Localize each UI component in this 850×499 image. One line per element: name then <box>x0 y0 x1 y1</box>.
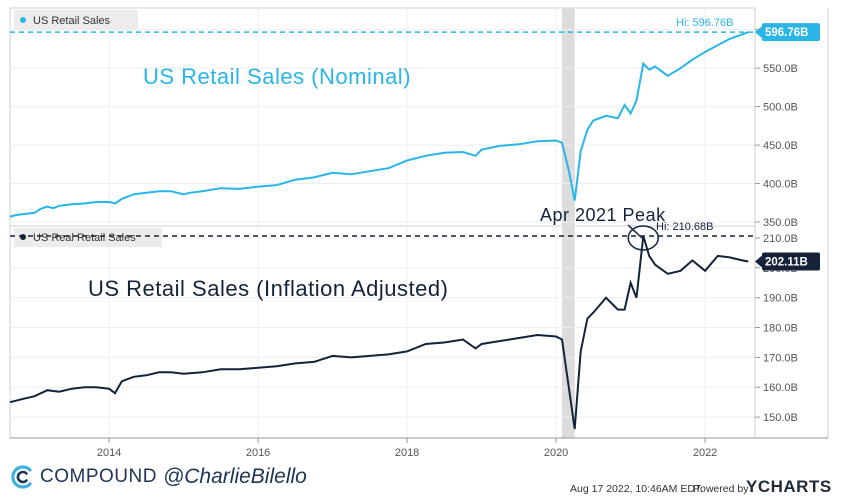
top-legend: US Retail Sales <box>14 10 138 30</box>
powered-by-label: Powered by <box>693 483 749 495</box>
x-tick-label: 2014 <box>97 447 121 459</box>
y-tick-label: 210.0B <box>763 233 798 245</box>
timestamp: Aug 17 2022, 10:46AM EDT. <box>570 483 704 495</box>
legend-label-nominal: US Retail Sales <box>33 15 111 27</box>
x-tick-label: 2018 <box>395 447 419 459</box>
x-tick-label: 2016 <box>246 447 270 459</box>
compound-logo-icon <box>11 465 32 489</box>
brand-handle: @CharlieBilello <box>162 465 307 488</box>
real-annotation: US Retail Sales (Inflation Adjusted) <box>88 276 448 301</box>
y-tick-label: 500.0B <box>763 102 798 114</box>
peak-annotation: Apr 2021 Peak <box>540 205 666 225</box>
real-last-value: 202.11B <box>765 257 808 269</box>
legend-label-real: US Real Retail Sales <box>33 232 136 244</box>
peak-circle <box>627 225 659 251</box>
y-tick-label: 450.0B <box>763 140 798 152</box>
nominal-annotation: US Retail Sales (Nominal) <box>143 64 411 89</box>
bottom-plot-frame <box>9 225 756 439</box>
brand-name: COMPOUND <box>40 466 157 487</box>
real-last-value-badge: 202.11B <box>755 252 820 271</box>
y-tick-label: 190.0B <box>763 293 798 305</box>
y-tick-label: 170.0B <box>763 352 798 364</box>
nominal-series-line <box>9 31 749 218</box>
real-series-line <box>9 235 749 430</box>
top-plot-frame <box>9 7 756 227</box>
y-tick-label: 350.0B <box>763 217 798 229</box>
x-tick-label: 2020 <box>544 447 568 459</box>
x-axis: 2014 2016 2018 2020 2022 <box>10 437 828 459</box>
legend-dot-nominal <box>20 17 26 23</box>
legend-dot-real <box>20 234 26 240</box>
y-tick-label: 160.0B <box>763 382 798 394</box>
ycharts-logo: YCHARTS <box>746 477 832 496</box>
recession-shade <box>562 8 575 438</box>
y-tick-label: 150.0B <box>763 412 798 424</box>
x-tick-label: 2022 <box>693 447 717 459</box>
nominal-hi-label: Hi: 596.76B <box>676 17 733 29</box>
y-tick-label: 400.0B <box>763 179 798 191</box>
peak-pointer <box>627 224 643 239</box>
y-tick-label: 180.0B <box>763 323 798 335</box>
bottom-legend: US Real Retail Sales <box>14 228 162 247</box>
nominal-last-value: 596.76B <box>765 27 808 39</box>
real-hi-label: Hi: 210.68B <box>656 221 713 233</box>
nominal-last-value-badge: 596.76B <box>755 23 820 42</box>
y-tick-label: 550.0B <box>763 63 798 75</box>
compound-brand: COMPOUND @CharlieBilello <box>10 462 307 492</box>
